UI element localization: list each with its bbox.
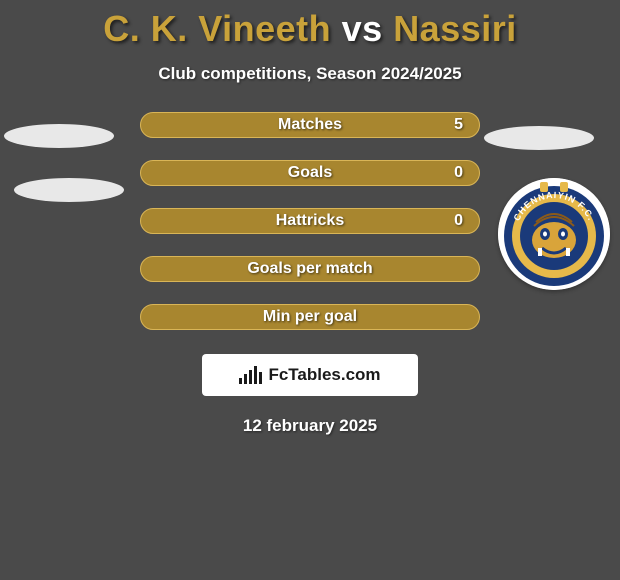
stat-row: Goals 0 [140, 160, 480, 186]
stat-label: Matches [278, 116, 342, 134]
player-shadow [14, 178, 124, 202]
comparison-title: C. K. Vineeth vs Nassiri [0, 0, 620, 50]
date-line: 12 february 2025 [0, 416, 620, 436]
stat-label: Goals [288, 164, 332, 182]
stat-label: Hattricks [276, 212, 344, 230]
player-shadow [484, 126, 594, 150]
player2-name: Nassiri [393, 8, 517, 49]
stat-value: 5 [454, 116, 463, 134]
player-shadow [4, 124, 114, 148]
stat-row: Goals per match [140, 256, 480, 282]
stat-row: Hattricks 0 [140, 208, 480, 234]
stat-row: Min per goal [140, 304, 480, 330]
vs-word: vs [342, 8, 383, 49]
stat-row: Matches 5 [140, 112, 480, 138]
club-logo-chennaiyin: CHENNAIYIN F.C. [498, 178, 610, 290]
stat-value: 0 [454, 212, 463, 230]
brand-box[interactable]: FcTables.com [202, 354, 418, 396]
bars-icon [239, 366, 262, 384]
competition-subtitle: Club competitions, Season 2024/2025 [0, 64, 620, 84]
stat-label: Goals per match [247, 260, 372, 278]
club-crest-icon: CHENNAIYIN F.C. [498, 178, 610, 290]
brand-text: FcTables.com [268, 365, 380, 385]
stat-label: Min per goal [263, 308, 357, 326]
player1-name: C. K. Vineeth [103, 8, 331, 49]
stat-value: 0 [454, 164, 463, 182]
